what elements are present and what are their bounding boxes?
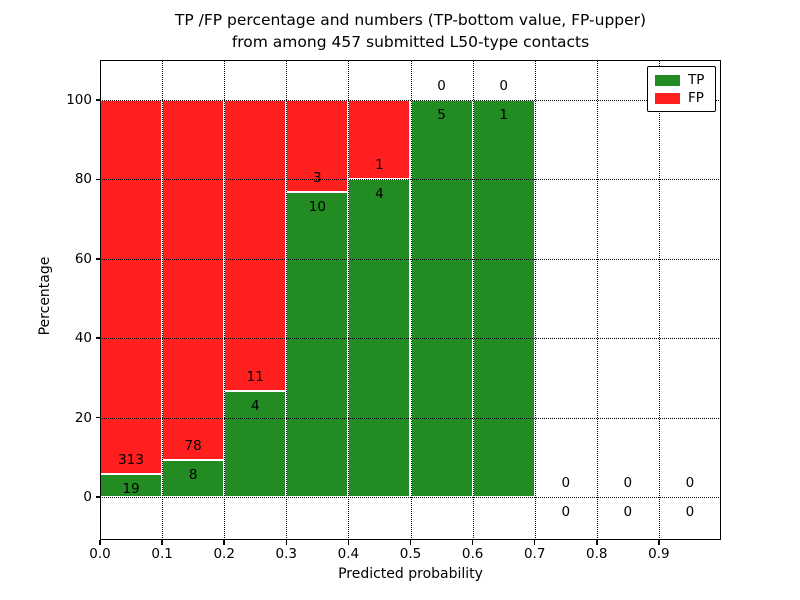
y-tick-mark (95, 496, 100, 498)
y-tick-label: 20 (74, 409, 92, 426)
vertical-gridline (162, 60, 164, 540)
tp-legend-label: TP (688, 72, 705, 88)
y-tick-mark (95, 258, 100, 260)
x-tick-mark (285, 540, 288, 545)
x-tick-label: 0.5 (399, 546, 422, 562)
x-tick-mark (347, 540, 350, 545)
tp-count-label: 19 (122, 481, 140, 498)
tp-bar-segment (286, 191, 349, 497)
x-tick-mark (596, 540, 598, 545)
tp-legend-swatch (655, 74, 680, 86)
tp-count-label: 5 (437, 107, 446, 123)
x-tick-mark (533, 540, 536, 545)
vertical-gridline (410, 60, 412, 540)
chart-title-line-2: from among 457 submitted L50-type contac… (231, 33, 590, 51)
x-tick-label: 0.7 (523, 546, 546, 562)
y-tick-label: 100 (66, 92, 92, 108)
x-tick-mark (223, 540, 225, 545)
y-tick-label: 80 (74, 171, 92, 188)
fp-count-label: 1 (375, 157, 384, 174)
vertical-gridline (596, 60, 598, 540)
fp-count-label: 313 (118, 452, 144, 469)
fp-bar-segment (100, 100, 163, 475)
tp-count-label: 0 (685, 504, 695, 520)
chart-title: TP /FP percentage and numbers (TP-bottom… (100, 9, 721, 53)
x-tick-mark (471, 540, 474, 545)
fp-legend-swatch (655, 92, 680, 104)
x-tick-label: 0.9 (648, 546, 670, 562)
fp-count-label: 0 (437, 78, 446, 94)
fp-count-label: 11 (246, 369, 264, 386)
vertical-gridline (472, 60, 474, 540)
x-tick-label: 0.0 (89, 546, 111, 562)
y-tick-label: 40 (74, 330, 92, 347)
tp-count-label: 10 (308, 198, 326, 215)
y-tick-mark (95, 99, 100, 101)
x-tick-label: 0.4 (337, 546, 360, 562)
tp-count-label: 0 (623, 504, 633, 520)
tp-bar-segment (472, 100, 535, 497)
x-axis-label: Predicted probability (338, 566, 483, 582)
x-tick-label: 0.8 (586, 546, 608, 562)
fp-count-label: 0 (561, 475, 571, 491)
fp-legend-label: FP (688, 90, 704, 106)
x-tick-mark (409, 540, 412, 545)
tp-count-label: 1 (499, 107, 508, 123)
x-tick-label: 0.6 (461, 546, 484, 562)
fp-count-label: 0 (499, 78, 508, 94)
legend: TP FP (647, 66, 716, 112)
y-tick-mark (95, 178, 100, 181)
tp-count-label: 0 (561, 504, 571, 520)
x-tick-mark (99, 540, 101, 545)
x-tick-label: 0.2 (213, 546, 235, 562)
y-tick-mark (95, 337, 100, 339)
y-tick-label: 60 (74, 250, 92, 267)
legend-entry-tp: TP (655, 73, 708, 87)
tp-count-label: 4 (375, 186, 384, 203)
vertical-gridline (658, 60, 660, 540)
x-tick-label: 0.1 (151, 546, 173, 562)
vertical-gridline (286, 60, 288, 540)
fp-bar-segment (162, 100, 225, 461)
fp-count-label: 3 (313, 169, 322, 186)
fp-count-label: 0 (623, 475, 633, 491)
fp-bar-segment (224, 100, 287, 392)
x-tick-mark (658, 540, 660, 545)
tp-count-label: 4 (250, 398, 260, 415)
vertical-gridline (224, 60, 226, 540)
legend-entry-fp: FP (655, 91, 708, 105)
tp-count-label: 8 (188, 467, 198, 484)
y-tick-label: 0 (83, 489, 92, 505)
y-axis-label: Percentage (37, 256, 53, 336)
chart-title-line-1: TP /FP percentage and numbers (TP-bottom… (174, 11, 647, 29)
y-tick-mark (95, 416, 100, 419)
x-tick-mark (161, 540, 163, 545)
x-tick-label: 0.3 (275, 546, 298, 562)
vertical-gridline (534, 60, 536, 540)
fp-count-label: 0 (685, 475, 695, 491)
tp-bar-segment (224, 391, 287, 497)
vertical-gridline (348, 60, 350, 540)
tp-bar-segment (410, 100, 473, 497)
fp-count-label: 78 (184, 438, 202, 455)
